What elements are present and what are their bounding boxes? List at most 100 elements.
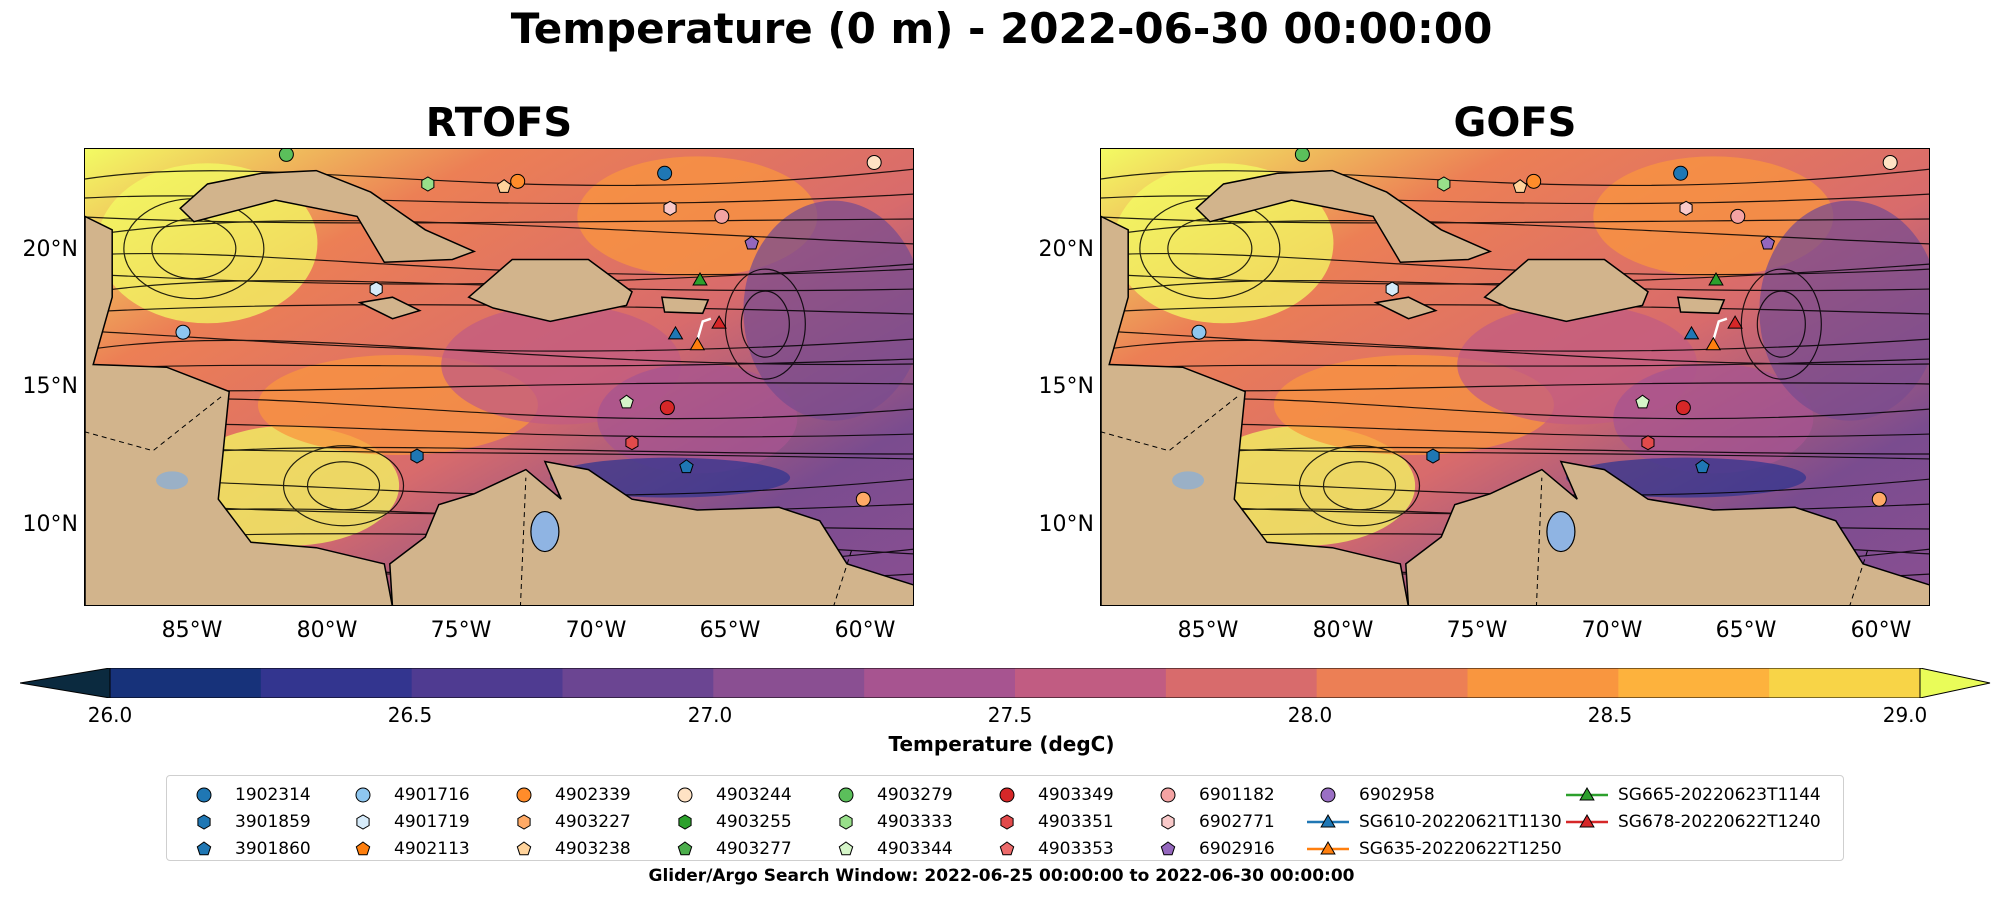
- temperature-map-gofs: [1101, 149, 1929, 605]
- marker-3901859: [1426, 448, 1440, 464]
- lon-tick-60w-gofs: 60°W: [1850, 618, 1912, 643]
- land-hispaniola: [1483, 258, 1649, 323]
- marker-4902339: [1526, 173, 1542, 189]
- colorbar-tick-27-0: 27.0: [687, 703, 733, 727]
- colorbar-tick-28-0: 28.0: [1287, 703, 1333, 727]
- legend-marker: [839, 814, 853, 830]
- legend-marker: [1566, 813, 1608, 828]
- land-central: [85, 215, 393, 605]
- lake-nicaragua: [1172, 471, 1205, 490]
- legend-marker: [1160, 787, 1176, 803]
- country-borders: [85, 396, 853, 605]
- lat-tick-20n-rtofs: 20°N: [22, 237, 78, 262]
- colorbar-tick-29-0: 29.0: [1882, 703, 1928, 727]
- marker-3901860: [679, 459, 694, 474]
- colorbar-extend-low: [20, 668, 111, 698]
- marker-SG610: [667, 325, 684, 340]
- marker-4901719: [1385, 281, 1399, 297]
- legend-marker: [517, 814, 531, 830]
- marker-SG665: [692, 271, 708, 286]
- legend-pentagon: [838, 841, 854, 856]
- legend-label: 3901859: [235, 812, 311, 832]
- map-panel-rtofs[interactable]: [84, 148, 914, 606]
- legend-hexagon: [197, 814, 211, 830]
- legend-marker: [838, 841, 854, 856]
- legend-triangle: [1320, 813, 1336, 828]
- legend-circle: [516, 787, 532, 803]
- marker-4903333: [1437, 176, 1451, 192]
- legend-marker: [838, 787, 854, 803]
- legend-label: 4903349: [1038, 785, 1114, 805]
- legend-label: 4903277: [716, 839, 792, 859]
- temperature-map-rtofs: [85, 149, 913, 605]
- legend-label: 1902314: [235, 785, 311, 805]
- legend-label: SG665-20220623T1144: [1618, 785, 1821, 805]
- colorbar-segment: [1467, 668, 1619, 698]
- colorbar-segment: [110, 668, 262, 698]
- colorbar: [20, 668, 1991, 698]
- legend-marker: [356, 814, 370, 830]
- lon-tick-80w-rtofs: 80°W: [296, 618, 358, 643]
- marker-6902916: [1760, 235, 1775, 250]
- marker-4902339: [510, 173, 526, 189]
- temperature-patch: [1759, 200, 1929, 421]
- legend-hexagon: [1000, 814, 1014, 830]
- legend: 1902314 3901859 3901860 4901716 4901719 49021…: [166, 775, 1844, 861]
- lon-tick-60w-rtofs: 60°W: [834, 618, 896, 643]
- legend-pentagon: [516, 841, 532, 856]
- land-southam: [389, 460, 913, 605]
- legend-label: 4903344: [877, 839, 953, 859]
- legend-marker: [1000, 814, 1014, 830]
- lon-tick-85w-rtofs: 85°W: [161, 618, 223, 643]
- legend-pentagon: [196, 841, 212, 856]
- legend-marker: [1161, 814, 1175, 830]
- marker-SG665: [1708, 271, 1724, 286]
- land-cuba: [179, 169, 477, 263]
- land-southam: [1405, 460, 1929, 605]
- legend-label: 4903279: [877, 785, 953, 805]
- map-panel-gofs[interactable]: [1100, 148, 1930, 606]
- lat-tick-10n-gofs: 10°N: [1038, 512, 1094, 537]
- legend-hexagon: [356, 814, 370, 830]
- legend-triangle: [1579, 786, 1595, 801]
- lon-tick-65w-gofs: 65°W: [1715, 618, 1777, 643]
- legend-marker: [1307, 813, 1349, 828]
- marker-4901716: [1191, 324, 1207, 340]
- legend-circle: [355, 787, 371, 803]
- colorbar-segment: [562, 668, 714, 698]
- legend-marker: [999, 841, 1015, 856]
- legend-marker: [516, 787, 532, 803]
- lon-tick-70w-gofs: 70°W: [1581, 618, 1643, 643]
- lat-tick-20n-gofs: 20°N: [1038, 237, 1094, 262]
- colorbar-tick-26-5: 26.5: [387, 703, 433, 727]
- glider-track: [1712, 317, 1728, 341]
- colorbar-extend-high: [1919, 668, 1991, 698]
- legend-marker: [678, 814, 692, 830]
- legend-marker: [1320, 787, 1336, 803]
- legend-label: 4903255: [716, 812, 792, 832]
- marker-3901859: [410, 448, 424, 464]
- legend-label: 6902916: [1199, 839, 1275, 859]
- legend-label: 6902771: [1199, 812, 1275, 832]
- land-cuba: [1195, 169, 1493, 263]
- legend-label: 4903238: [555, 839, 631, 859]
- colorbar-segment: [1618, 668, 1770, 698]
- marker-6902771: [1679, 200, 1693, 216]
- legend-marker: [355, 787, 371, 803]
- marker-SG678: [711, 315, 727, 329]
- marker-4903333: [421, 176, 435, 192]
- marker-6901182: [1730, 208, 1746, 224]
- marker-4903238: [496, 179, 512, 193]
- legend-hexagon: [517, 814, 531, 830]
- legend-circle: [999, 787, 1015, 803]
- colorbar-tick-27-5: 27.5: [987, 703, 1033, 727]
- legend-label: 4901716: [394, 785, 470, 805]
- temperature-patch: [577, 156, 818, 277]
- legend-marker: [1566, 786, 1608, 801]
- legend-circle: [1160, 787, 1176, 803]
- marker-SG635: [689, 336, 706, 351]
- marker-4903244: [1882, 154, 1898, 170]
- lat-tick-15n-gofs: 15°N: [1038, 374, 1094, 399]
- lon-tick-75w-gofs: 75°W: [1446, 618, 1508, 643]
- lon-tick-70w-rtofs: 70°W: [565, 618, 627, 643]
